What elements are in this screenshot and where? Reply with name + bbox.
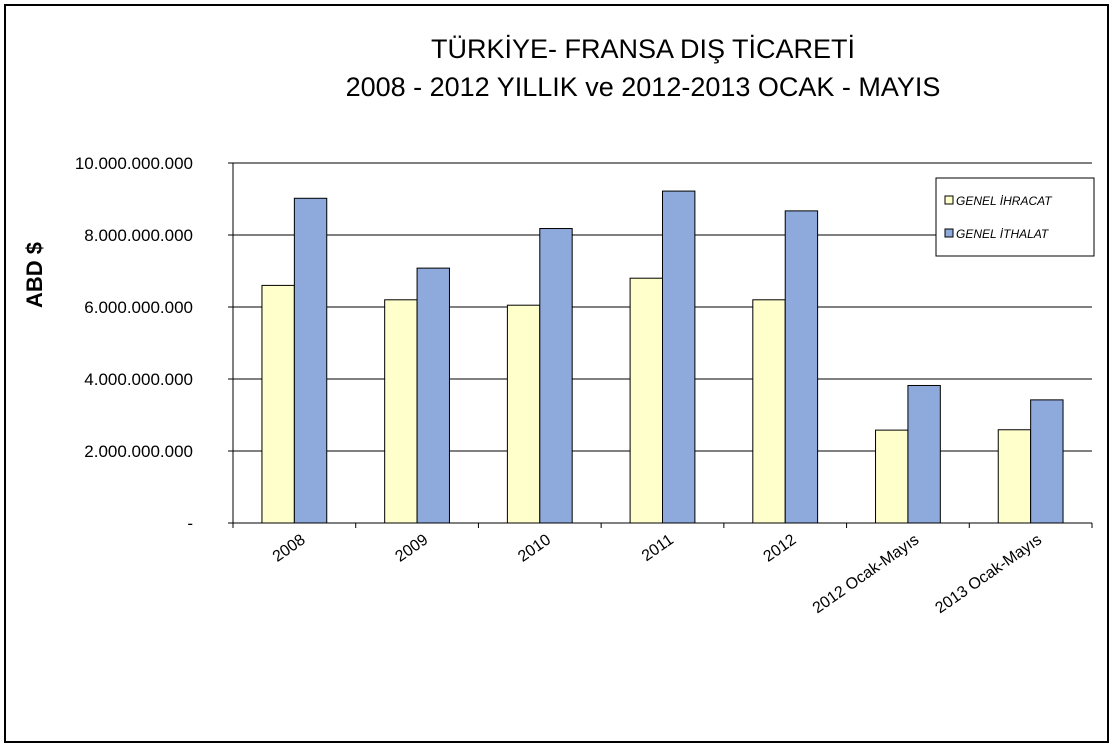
bar-ihracat	[752, 299, 786, 524]
x-tick-label: 2012	[761, 531, 800, 565]
chart-title: TÜRKİYE- FRANSA DIŞ TİCARETİ	[431, 33, 855, 64]
legend: GENEL İHRACAT GENEL İTHALAT	[935, 177, 1095, 257]
bar-ihracat	[261, 284, 295, 524]
bars	[261, 190, 1064, 524]
bar-ihracat	[629, 277, 664, 524]
x-tick-label: 2008	[270, 531, 309, 565]
y-tick-label: 4.000.000.000	[84, 370, 193, 389]
y-tick-label: -	[187, 514, 193, 533]
bar-ihracat	[384, 299, 418, 524]
x-tick-label: 2009	[392, 531, 431, 565]
bar-ithalat	[293, 197, 328, 524]
y-tick-label: 6.000.000.000	[84, 298, 193, 317]
bar-ithalat	[539, 228, 573, 524]
legend-swatch-ihracat	[944, 195, 954, 205]
bar-ithalat	[416, 267, 450, 524]
legend-label-ithalat: GENEL İTHALAT	[956, 227, 1050, 241]
bar-ihracat	[875, 429, 909, 524]
y-tick-label: 10.000.000.000	[75, 154, 193, 173]
y-tick-labels: - 2.000.000.000 4.000.000.000 6.000.000.000…	[75, 154, 193, 533]
axes	[228, 162, 1093, 528]
y-tick-label: 8.000.000.000	[84, 226, 193, 245]
x-tick-label: 2010	[515, 531, 554, 565]
bar-ithalat	[784, 210, 819, 524]
bar-ithalat	[1030, 399, 1064, 524]
bar-ihracat	[997, 429, 1032, 524]
bar-ihracat	[506, 304, 541, 524]
bar-ithalat	[907, 384, 941, 524]
legend-box	[935, 177, 1095, 257]
chart-subtitle: 2008 - 2012 YILLIK ve 2012-2013 OCAK - M…	[346, 72, 941, 102]
legend-swatch-ithalat	[944, 228, 954, 238]
y-tick-label: 2.000.000.000	[84, 442, 193, 461]
x-tick-label: 2012 Ocak-Mayıs	[810, 531, 922, 617]
x-tick-labels: 2008 2009 2010 2011 2012 2012 Ocak-Mayıs 2013 …	[270, 531, 1045, 617]
x-tick-label: 2013 Ocak-Mayıs	[932, 531, 1044, 617]
x-tick-label: 2011	[639, 531, 677, 565]
y-axis-label: ABD $	[22, 242, 47, 308]
bar-ithalat	[662, 190, 696, 524]
legend-label-ihracat: GENEL İHRACAT	[956, 194, 1053, 208]
